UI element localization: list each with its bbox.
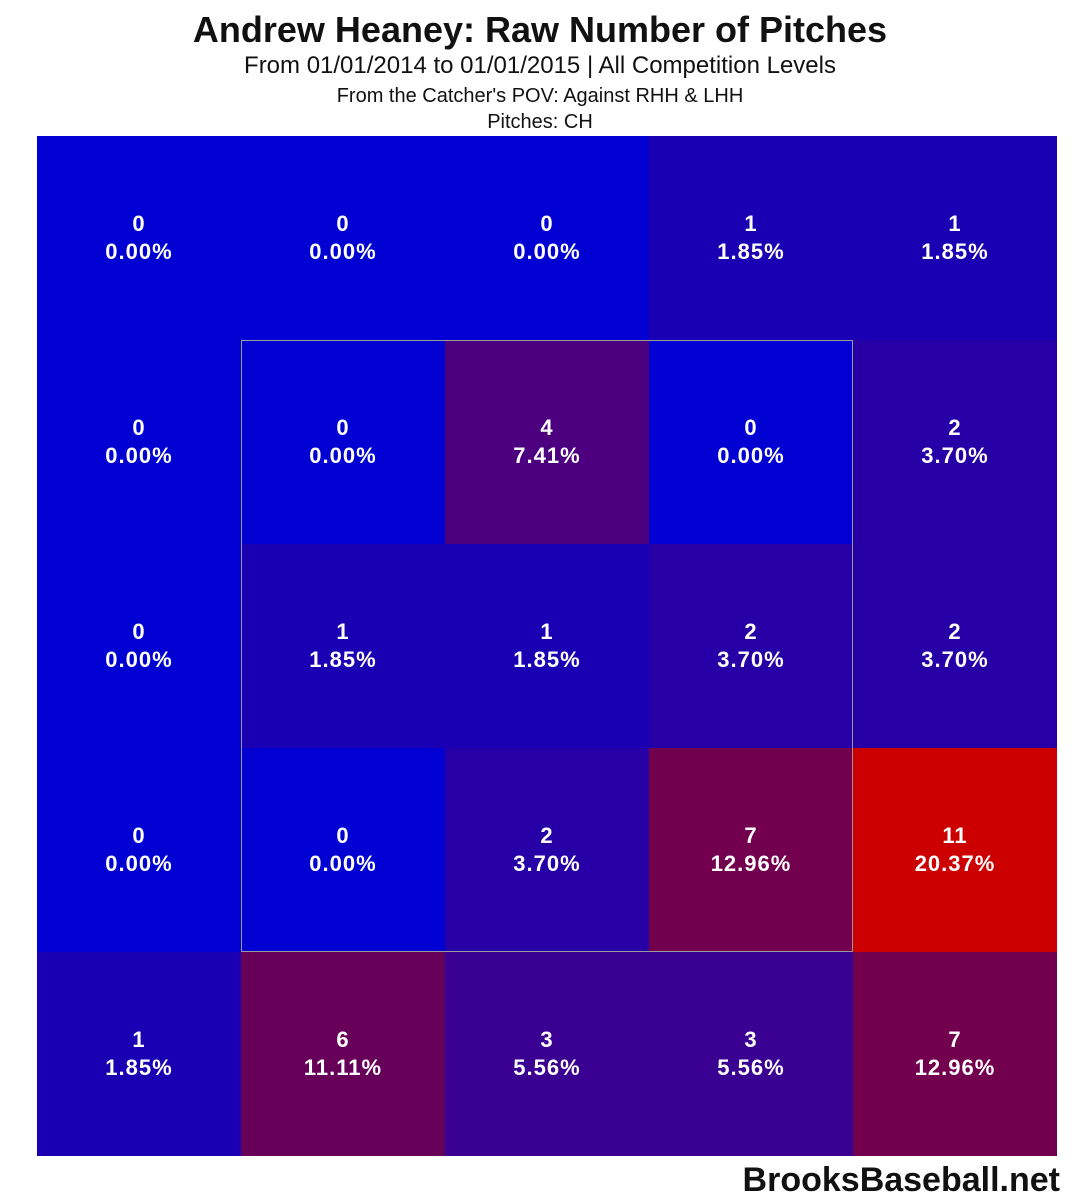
- heatmap-cell: 11 20.37%: [853, 748, 1057, 952]
- cell-percent-label: 0.00%: [309, 239, 377, 264]
- cell-count-label: 6: [336, 1027, 350, 1052]
- cell-count-label: 1: [132, 1027, 146, 1052]
- chart-subtitle-pitches: Pitches: CH: [487, 111, 593, 133]
- heatmap-cell: 0 0.00%: [241, 136, 445, 340]
- heatmap-cell: 3 5.56%: [445, 952, 649, 1156]
- cell-count-label: 0: [132, 823, 146, 848]
- cell-count-label: 0: [336, 415, 350, 440]
- heatmap-cell: 4 7.41%: [445, 340, 649, 544]
- cell-percent-label: 3.70%: [717, 647, 785, 672]
- cell-count-label: 7: [948, 1027, 962, 1052]
- cell-count-label: 2: [744, 619, 758, 644]
- cell-percent-label: 7.41%: [513, 443, 581, 468]
- cell-percent-label: 3.70%: [921, 443, 989, 468]
- heatmap-cell: 1 1.85%: [241, 544, 445, 748]
- cell-count-label: 4: [540, 415, 554, 440]
- cell-percent-label: 0.00%: [309, 851, 377, 876]
- heatmap-cell: 0 0.00%: [241, 340, 445, 544]
- cell-percent-label: 0.00%: [309, 443, 377, 468]
- heatmap-cell: 2 3.70%: [445, 748, 649, 952]
- cell-percent-label: 11.11%: [303, 1055, 383, 1080]
- heatmap-cell: 3 5.56%: [649, 952, 853, 1156]
- heatmap-cell: 2 3.70%: [649, 544, 853, 748]
- heatmap-grid: 0 0.00% 0 0.00% 0 0.00% 1 1.85% 1 1.85% 0 0.00% 0 0.0…: [37, 136, 1057, 1156]
- cell-count-label: 0: [336, 823, 350, 848]
- heatmap-cell: 0 0.00%: [37, 544, 241, 748]
- cell-count-label: 0: [132, 415, 146, 440]
- cell-percent-label: 0.00%: [513, 239, 581, 264]
- cell-percent-label: 5.56%: [513, 1055, 581, 1080]
- cell-count-label: 2: [948, 415, 962, 440]
- heatmap-cell: 0 0.00%: [37, 748, 241, 952]
- heatmap-cell: 7 12.96%: [649, 748, 853, 952]
- cell-count-label: 0: [540, 211, 554, 236]
- heatmap-cell: 0 0.00%: [649, 340, 853, 544]
- cell-count-label: 0: [132, 211, 146, 236]
- cell-percent-label: 20.37%: [914, 851, 996, 876]
- cell-count-label: 2: [948, 619, 962, 644]
- cell-percent-label: 5.56%: [717, 1055, 785, 1080]
- cell-count-label: 1: [948, 211, 962, 236]
- heatmap-cell: 0 0.00%: [37, 340, 241, 544]
- cell-percent-label: 1.85%: [105, 1055, 173, 1080]
- brooksbaseball-watermark: BrooksBaseball.net: [742, 1161, 1060, 1199]
- cell-count-label: 1: [336, 619, 350, 644]
- cell-percent-label: 1.85%: [717, 239, 785, 264]
- cell-count-label: 1: [540, 619, 554, 644]
- cell-count-label: 0: [744, 415, 758, 440]
- cell-count-label: 3: [744, 1027, 758, 1052]
- chart-subtitle-pov: From the Catcher's POV: Against RHH & LH…: [336, 85, 744, 107]
- cell-percent-label: 0.00%: [105, 239, 173, 264]
- cell-percent-label: 12.96%: [710, 851, 792, 876]
- cell-count-label: 3: [540, 1027, 554, 1052]
- cell-percent-label: 0.00%: [717, 443, 785, 468]
- cell-percent-label: 1.85%: [309, 647, 377, 672]
- cell-count-label: 11: [942, 823, 968, 848]
- heatmap-cell: 7 12.96%: [853, 952, 1057, 1156]
- heatmap-cell: 2 3.70%: [853, 544, 1057, 748]
- heatmap-cell: 0 0.00%: [241, 748, 445, 952]
- heatmap-cell: 1 1.85%: [649, 136, 853, 340]
- cell-count-label: 1: [744, 211, 758, 236]
- heatmap-cell: 1 1.85%: [37, 952, 241, 1156]
- chart-title: Andrew Heaney: Raw Number of Pitches: [192, 9, 888, 50]
- heatmap-cell: 1 1.85%: [445, 544, 649, 748]
- cell-percent-label: 0.00%: [105, 443, 173, 468]
- heatmap-cell: 1 1.85%: [853, 136, 1057, 340]
- heatmap-cell: 2 3.70%: [853, 340, 1057, 544]
- cell-count-label: 0: [336, 211, 350, 236]
- cell-count-label: 7: [744, 823, 758, 848]
- cell-count-label: 0: [132, 619, 146, 644]
- cell-percent-label: 1.85%: [513, 647, 581, 672]
- cell-percent-label: 12.96%: [914, 1055, 996, 1080]
- cell-count-label: 2: [540, 823, 554, 848]
- heatmap-cell: 0 0.00%: [37, 136, 241, 340]
- heatmap-cell: 6 11.11%: [241, 952, 445, 1156]
- cell-percent-label: 3.70%: [513, 851, 581, 876]
- cell-percent-label: 0.00%: [105, 851, 173, 876]
- cell-percent-label: 0.00%: [105, 647, 173, 672]
- cell-percent-label: 1.85%: [921, 239, 989, 264]
- heatmap-cell: 0 0.00%: [445, 136, 649, 340]
- cell-percent-label: 3.70%: [921, 647, 989, 672]
- chart-subtitle: From 01/01/2014 to 01/01/2015 | All Comp…: [244, 52, 836, 79]
